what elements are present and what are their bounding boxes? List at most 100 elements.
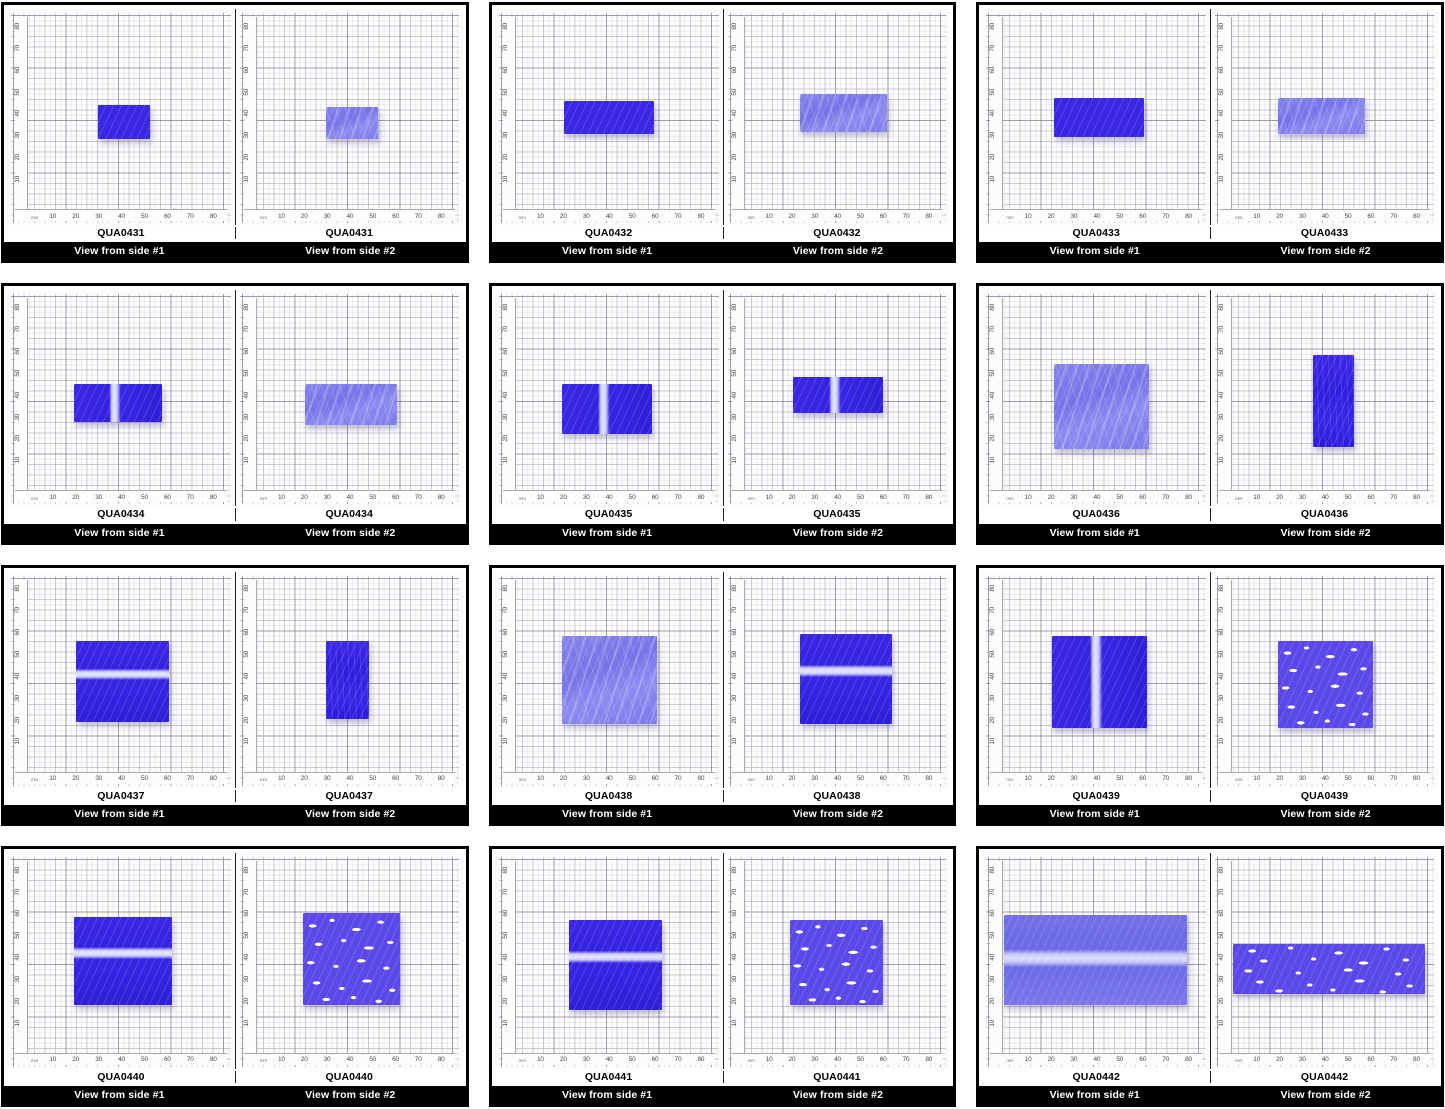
x-axis-tick-label: 30 [95,1056,103,1064]
specimen-photo[interactable]: 10 20 30 40 50 60 70 80 mm 10 20 30 40 50 60 70 80 [1211,852,1438,1069]
graph-paper-background: 10 20 30 40 50 60 70 80 mm 10 20 30 40 50 60 70 80 [1215,294,1434,505]
specimen-photo[interactable]: 10 20 30 40 50 60 70 80 mm 10 20 30 40 50 60 70 80 [723,9,951,226]
x-axis-tick-label: 70 [1390,212,1398,220]
specimen-photo[interactable]: 10 20 30 40 50 60 70 80 mm 10 20 30 40 50 60 70 80 [7,852,235,1069]
specimen-photo[interactable]: 10 20 30 40 50 60 70 80 mm 10 20 30 40 50 60 70 80 [7,290,235,507]
x-axis-tick-label: 70 [414,493,422,501]
view-caption: View from side #2 [792,807,884,820]
specimen-photo[interactable]: 10 20 30 40 50 60 70 80 mm 10 20 30 40 50 60 70 80 [7,9,235,226]
specimen-id-label: QUA0440 [234,1070,463,1083]
specimen-id-label: QUA0432 [722,227,951,240]
x-axis-tick-label: 10 [1024,493,1032,501]
specimen-photo[interactable]: 10 20 30 40 50 60 70 80 mm 10 20 30 40 50 60 70 80 [494,852,723,1069]
y-axis-tick-label: 60 [242,629,250,636]
specimen-photo[interactable]: 10 20 30 40 50 60 70 80 mm 10 20 30 40 50 60 70 80 [235,852,463,1069]
specimen-photo[interactable]: 10 20 30 40 50 60 70 80 mm 10 20 30 40 50 60 70 80 [982,9,1211,226]
x-axis-tick-label: 20 [1276,1056,1283,1064]
x-axis-tick-label: 80 [1413,212,1420,220]
y-axis-tick-label: 50 [1218,88,1226,96]
y-axis-tick-label: 80 [242,585,250,593]
x-axis-tick-label: 70 [674,212,682,220]
y-axis-tick-label: 80 [501,585,509,593]
specimen-photo[interactable]: 10 20 30 40 50 60 70 80 mm 10 20 30 40 50 60 70 80 [1211,571,1438,788]
x-axis-tick-label: 30 [1070,212,1078,220]
specimen-gloss-overlay [1232,944,1425,994]
x-axis-tick-label: 60 [392,493,399,501]
specimen-id-row: QUA0441 QUA0441 [491,1068,954,1086]
x-axis-tick-label: 80 [437,1056,445,1064]
y-axis-tick-label: 50 [501,932,509,939]
y-axis-tick-label: 70 [242,888,250,896]
y-axis-tick-label: 50 [242,932,250,939]
specimen-photo[interactable]: 10 20 30 40 50 60 70 80 mm 10 20 30 40 50 60 70 80 [982,852,1211,1069]
x-axis-tick-label: 20 [1047,775,1055,783]
specimen-id-label: QUA0432 [584,227,633,240]
specimen-gloss-overlay [1051,636,1147,729]
view-caption: View from side #1 [1049,1089,1140,1101]
specimen-photo[interactable]: 10 20 30 40 50 60 70 80 mm 10 20 30 40 50 60 70 80 [723,290,951,507]
x-axis-tick-label: 80 [209,775,217,783]
x-axis-tick-label: 10 [765,775,773,783]
x-axis-tick-label: 20 [1047,493,1055,501]
specimen-photo[interactable]: 10 20 30 40 50 60 70 80 mm 10 20 30 40 50 60 70 80 [7,571,235,788]
graph-paper-background: 10 20 30 40 50 60 70 80 mm 10 20 30 40 50 60 70 80 [727,294,947,505]
y-axis-tick-label: 70 [501,607,509,614]
y-axis-tick-label: 10 [730,738,738,746]
x-axis-tick-label: 30 [323,493,331,501]
specimen-photo[interactable]: 10 20 30 40 50 60 70 80 mm 10 20 30 40 50 60 70 80 [1211,290,1438,507]
view-caption: View from side #2 [1280,245,1371,258]
y-axis-tick-label: 10 [501,457,509,464]
specimen-gloss-overlay [1004,915,1188,1006]
specimen-view: 10 20 30 40 50 60 70 80 mm 10 20 30 40 50 60 70 80 [7,571,235,788]
x-axis: mm 10 20 30 40 50 60 70 80 [990,1052,1203,1065]
y-axis-tick-label: 80 [989,22,997,30]
specimen-view: 10 20 30 40 50 60 70 80 mm 10 20 30 40 50 60 70 80 [7,852,235,1069]
x-axis-tick-label: 30 [811,493,819,501]
y-axis-tick-label: 60 [730,66,738,74]
specimen-view: 10 20 30 40 50 60 70 80 mm 10 20 30 40 50 60 70 80 [494,852,723,1069]
specimen-gloss-overlay [326,640,369,720]
x-axis-tick-label: 70 [1390,493,1398,501]
x-axis-tick-label: 60 [1139,1056,1147,1064]
x-axis-tick-label: 60 [1367,493,1375,501]
x-axis-tick-label: 50 [369,212,377,220]
specimen-id-label: QUA0442 [1072,1070,1120,1083]
y-axis-tick-label: 50 [242,88,250,96]
y-axis: 10 20 30 40 50 60 70 80 [730,17,745,222]
view-caption: View from side #1 [1049,526,1140,539]
specimen-gloss-overlay [564,100,655,135]
specimen-photo[interactable]: 10 20 30 40 50 60 70 80 mm 10 20 30 40 50 60 70 80 [723,852,951,1069]
specimen-photo[interactable]: 10 20 30 40 50 60 70 80 mm 10 20 30 40 50 60 70 80 [235,571,463,788]
x-axis-tick-label: 50 [628,212,636,220]
specimen-photo[interactable]: 10 20 30 40 50 60 70 80 mm 10 20 30 40 50 60 70 80 [235,9,463,226]
x-axis-tick-label: 40 [346,775,354,783]
specimen-photo[interactable]: 10 20 30 40 50 60 70 80 mm 10 20 30 40 50 60 70 80 [494,9,723,226]
x-axis-tick-label: 40 [118,1056,125,1064]
view-caption: View from side #1 [561,807,653,820]
y-axis-tick-label: 80 [501,22,509,30]
view-caption: View from side #2 [305,807,396,820]
y-axis-tick-label: 30 [14,132,21,139]
y-axis: 10 20 30 40 50 60 70 80 [1218,579,1233,784]
specimen-photo[interactable]: 10 20 30 40 50 60 70 80 mm 10 20 30 40 50 60 70 80 [494,571,723,788]
specimen-photo[interactable]: 10 20 30 40 50 60 70 80 mm 10 20 30 40 50 60 70 80 [723,571,951,788]
y-axis-tick-label: 30 [501,413,509,421]
specimen-block [302,912,400,1006]
graph-paper-background: 10 20 30 40 50 60 70 80 mm 10 20 30 40 50 60 70 80 [727,13,947,224]
specimen-photo[interactable]: 10 20 30 40 50 60 70 80 mm 10 20 30 40 50 60 70 80 [235,290,463,507]
x-axis-tick-label: 50 [1344,493,1352,501]
x-axis-unit-label: mm [259,495,267,501]
specimen-photo[interactable]: 10 20 30 40 50 60 70 80 mm 10 20 30 40 50 60 70 80 [982,571,1211,788]
x-axis-tick-label: 50 [628,493,636,501]
x-axis-tick-label: 70 [186,493,194,501]
specimen-photo[interactable]: 10 20 30 40 50 60 70 80 mm 10 20 30 40 50 60 70 80 [1211,9,1438,226]
specimen-photo[interactable]: 10 20 30 40 50 60 70 80 mm 10 20 30 40 50 60 70 80 [982,290,1211,507]
y-axis-tick-label: 50 [501,369,509,377]
x-axis-tick-label: 30 [95,775,103,783]
graph-paper-background: 10 20 30 40 50 60 70 80 mm 10 20 30 40 50 60 70 80 [239,13,459,224]
y-axis: 10 20 30 40 50 60 70 80 [501,17,516,222]
x-axis-tick-label: 30 [811,775,819,783]
specimen-photo[interactable]: 10 20 30 40 50 60 70 80 mm 10 20 30 40 50 60 70 80 [494,290,723,507]
specimen-id-label: QUA0433 [1072,227,1120,240]
y-axis-tick-label: 80 [730,22,738,30]
